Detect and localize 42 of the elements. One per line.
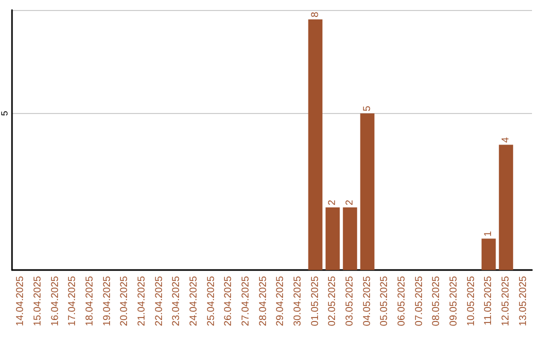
data-label: 8 (310, 11, 321, 18)
x-tick-label: 18.04.2025 (84, 276, 96, 326)
x-tick-label: 01.05.2025 (310, 276, 321, 326)
bar (482, 238, 496, 270)
bar (342, 207, 358, 270)
x-tick-label: 16.04.2025 (50, 276, 61, 326)
x-tick-label: 27.04.2025 (240, 276, 252, 326)
x-tick-label: 07.05.2025 (414, 276, 425, 326)
bar (326, 207, 340, 270)
bar (308, 19, 322, 270)
x-tick-label: 22.04.2025 (154, 276, 165, 326)
x-tick-label: 04.05.2025 (362, 276, 373, 326)
x-tick-label: 11.05.2025 (483, 276, 494, 326)
x-tick-label: 24.04.2025 (188, 276, 200, 326)
x-tick-label: 26.04.2025 (223, 276, 234, 326)
x-tick-label: 28.04.2025 (258, 276, 269, 326)
x-tick-label: 17.04.2025 (67, 276, 78, 326)
data-label: 4 (500, 136, 512, 143)
x-tick-label: 05.05.2025 (379, 276, 390, 326)
data-label: 1 (483, 230, 494, 237)
x-tick-label: 02.05.2025 (327, 276, 338, 326)
x-tick-label: 23.04.2025 (171, 276, 182, 326)
bar (498, 144, 514, 270)
x-tick-label: 21.04.2025 (136, 276, 148, 326)
x-tick-label: 30.04.2025 (292, 276, 304, 326)
bar (360, 113, 374, 270)
data-label: 2 (344, 199, 356, 206)
x-tick-label: 12.05.2025 (500, 276, 512, 326)
x-tick-label: 03.05.2025 (344, 276, 356, 326)
data-label: 2 (327, 199, 338, 206)
x-tick-label: 25.04.2025 (206, 276, 217, 326)
x-tick-label: 14.04.2025 (15, 276, 26, 326)
x-tick-label: 19.04.2025 (102, 276, 113, 326)
x-tick-label: 09.05.2025 (448, 276, 460, 326)
x-tick-label: 10.05.2025 (466, 276, 477, 326)
x-tick-label: 29.04.2025 (275, 276, 286, 326)
x-tick-label: 15.04.2025 (32, 276, 44, 326)
x-tick-label: 08.05.2025 (431, 276, 442, 326)
x-tick-label: 06.05.2025 (396, 276, 408, 326)
data-label: 5 (362, 105, 373, 112)
x-tick-label: 20.04.2025 (119, 276, 130, 326)
x-tick-label: 13.05.2025 (518, 276, 529, 326)
